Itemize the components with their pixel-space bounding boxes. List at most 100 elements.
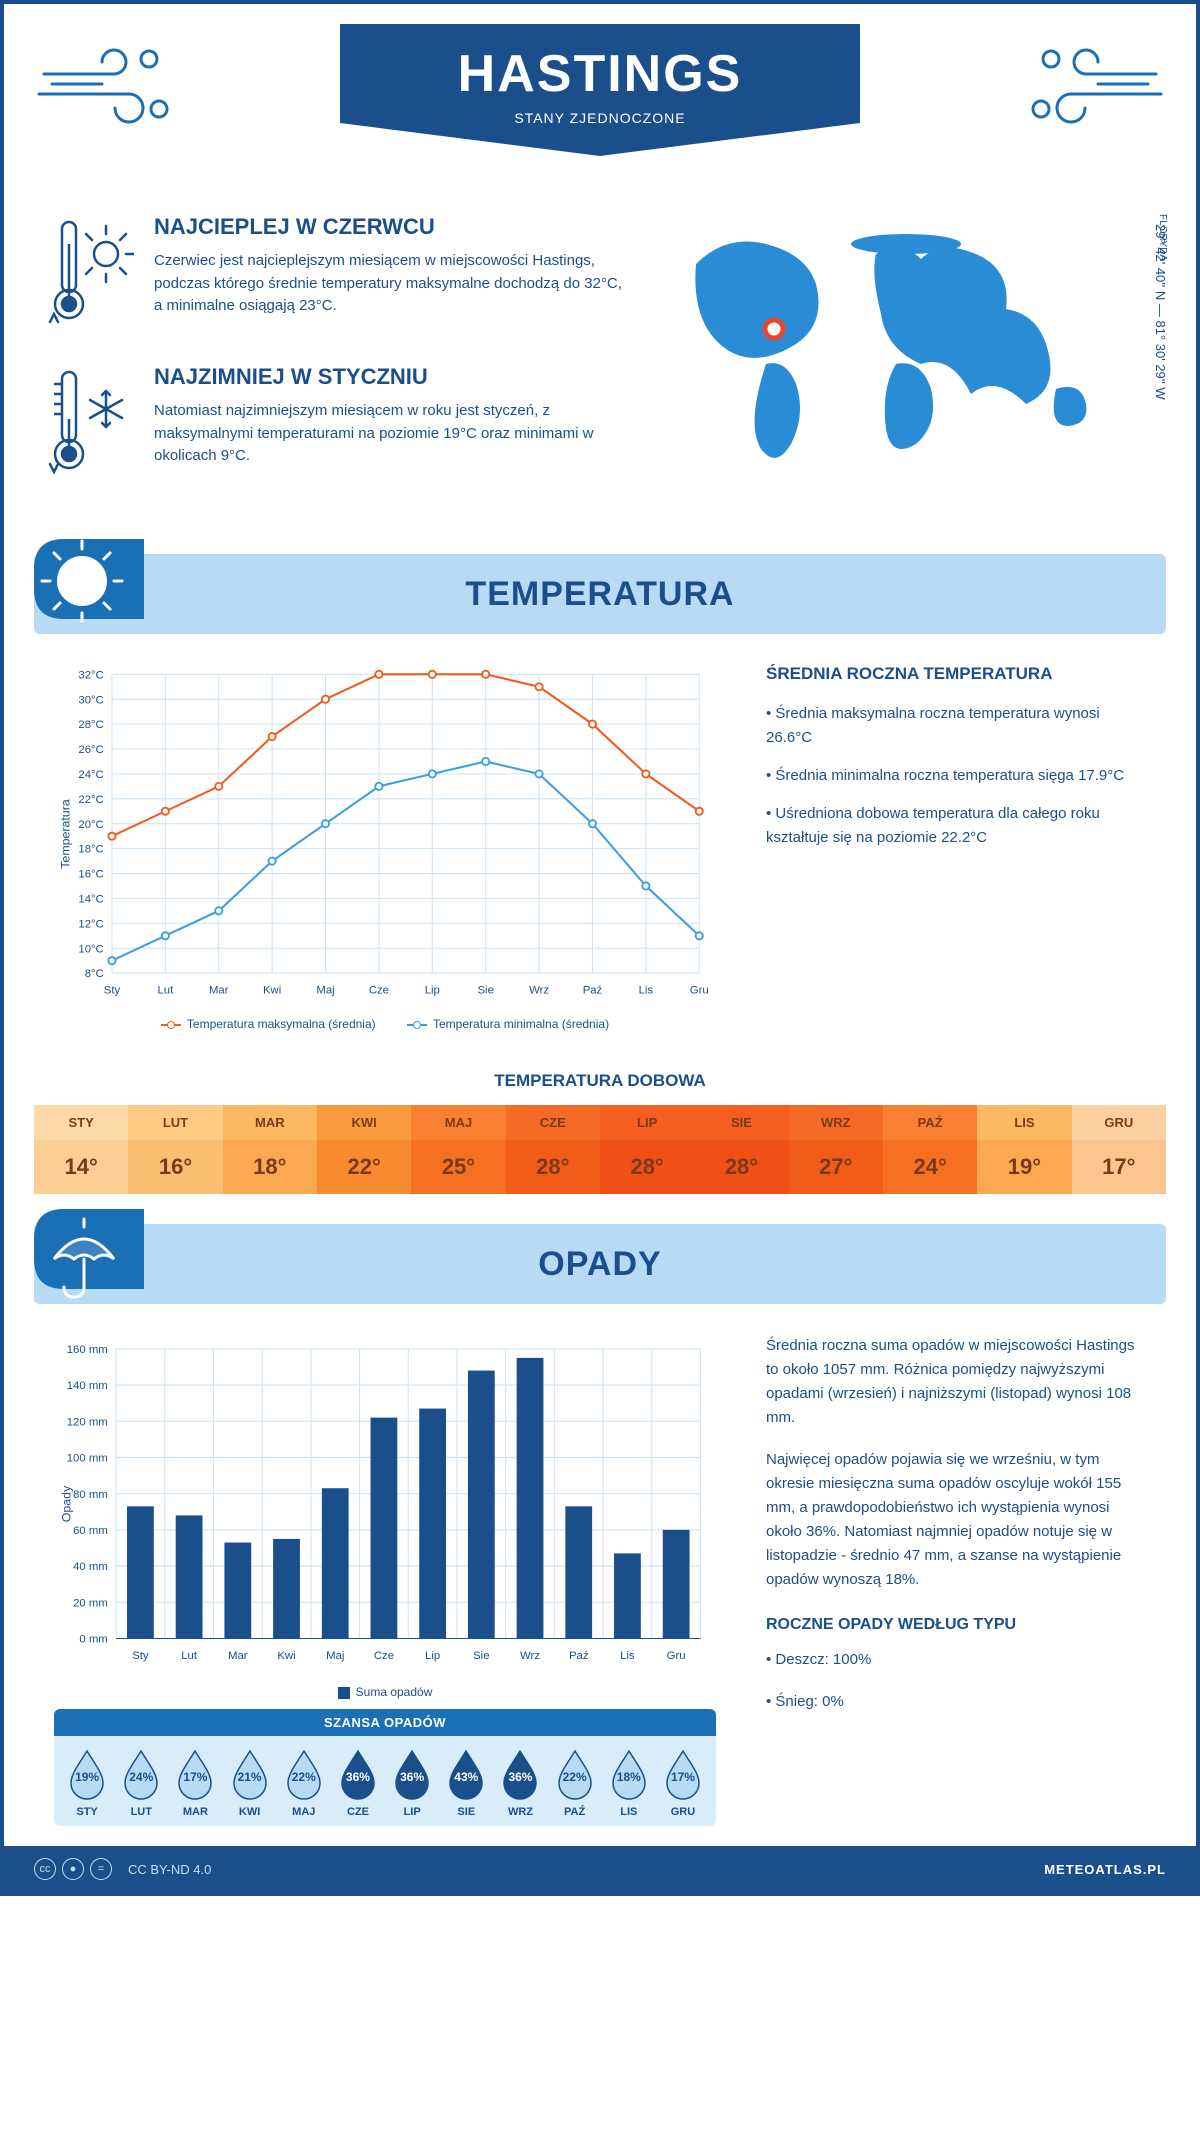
svg-text:Sie: Sie [478,985,494,997]
thermometer-sun-icon [44,214,134,334]
precipitation-title: OPADY [538,1245,661,1284]
footer: cc ● = CC BY-ND 4.0 METEOATLAS.PL [4,1846,1196,1892]
intro-section: NAJCIEPLEJ W CZERWCU Czerwiec jest najci… [4,184,1196,534]
svg-text:Kwi: Kwi [263,985,281,997]
svg-text:20°C: 20°C [78,819,103,831]
svg-text:Lip: Lip [425,1650,440,1662]
svg-text:Paź: Paź [569,1650,589,1662]
svg-text:Maj: Maj [326,1650,344,1662]
svg-text:Sty: Sty [132,1650,149,1662]
brand: METEOATLAS.PL [1044,1862,1166,1877]
legend-max: Temperatura maksymalna (średnia) [187,1017,376,1031]
chance-cell: 21%KWI [223,1748,277,1818]
svg-text:26°C: 26°C [78,744,103,756]
license-icons: cc ● = CC BY-ND 4.0 [34,1858,211,1880]
svg-text:32°C: 32°C [78,669,103,681]
svg-text:24°C: 24°C [78,769,103,781]
chance-title: SZANSA OPADÓW [54,1709,716,1736]
svg-text:100 mm: 100 mm [67,1453,108,1465]
fact-warmest: NAJCIEPLEJ W CZERWCU Czerwiec jest najci… [44,214,626,334]
by-icon: ● [62,1858,84,1880]
svg-text:Cze: Cze [374,1650,394,1662]
chance-cell: 17%MAR [168,1748,222,1818]
svg-text:140 mm: 140 mm [67,1380,108,1392]
svg-text:14°C: 14°C [78,894,103,906]
precip-type-title: ROCZNE OPADY WEDŁUG TYPU [766,1612,1146,1638]
svg-text:Gru: Gru [690,985,709,997]
temperature-chart: 8°C 10°C 12°C 14°C 16°C 18°C 20°C 22°C 24°C 26°C 2… [54,664,716,1031]
svg-text:12°C: 12°C [78,918,103,930]
title-banner: HASTINGS STANY ZJEDNOCZONE [340,24,860,156]
daily-temp-cell: KWI22° [317,1105,411,1194]
daily-temp-cell: STY14° [34,1105,128,1194]
daily-temp-cell: LIS19° [977,1105,1071,1194]
legend-sum: Suma opadów [356,1685,433,1699]
precipitation-info: Średnia roczna suma opadów w miejscowośc… [766,1334,1146,1826]
svg-text:Mar: Mar [228,1650,248,1662]
svg-text:28°C: 28°C [78,719,103,731]
svg-text:18°C: 18°C [78,844,103,856]
svg-text:Kwi: Kwi [277,1650,295,1662]
precipitation-section-header: OPADY [34,1224,1166,1304]
daily-temp-cell: SIE28° [694,1105,788,1194]
chance-cell: 17%GRU [656,1748,710,1818]
svg-text:Lip: Lip [425,985,440,997]
svg-text:40 mm: 40 mm [73,1561,108,1573]
svg-text:0 mm: 0 mm [79,1634,107,1646]
svg-text:10°C: 10°C [78,943,103,955]
svg-text:Lut: Lut [181,1650,198,1662]
chance-of-precipitation: SZANSA OPADÓW 19%STY24%LUT17%MAR21%KWI22… [54,1709,716,1826]
chance-cell: 19%STY [60,1748,114,1818]
precipitation-chart: 0 mm20 mm40 mm60 mm80 mm100 mm120 mm140 … [54,1334,716,1699]
daily-temp-cell: PAŹ24° [883,1105,977,1194]
daily-temp-cell: WRZ27° [789,1105,883,1194]
fact-coldest: NAJZIMNIEJ W STYCZNIU Natomiast najzimni… [44,364,626,484]
chance-cell: 36%WRZ [493,1748,547,1818]
umbrella-icon [34,1209,144,1319]
temperature-legend: Temperatura maksymalna (średnia) Tempera… [54,1017,716,1031]
temp-info-bullet: • Uśredniona dobowa temperatura dla całe… [766,802,1146,850]
svg-text:Cze: Cze [369,985,389,997]
chance-cell: 43%SIE [439,1748,493,1818]
fact-warm-title: NAJCIEPLEJ W CZERWCU [154,214,626,240]
chance-cell: 22%MAJ [277,1748,331,1818]
svg-text:22°C: 22°C [78,794,103,806]
license-text: CC BY-ND 4.0 [128,1862,211,1877]
world-map: FLORYDA 29° 42' 40'' N — 81° 30' 29'' W [656,214,1156,514]
svg-text:8°C: 8°C [85,968,104,980]
svg-text:20 mm: 20 mm [73,1597,108,1609]
temperature-section-header: TEMPERATURA [34,554,1166,634]
sun-icon [34,539,144,649]
temperature-info: ŚREDNIA ROCZNA TEMPERATURA • Średnia mak… [766,664,1146,1031]
daily-temp-cell: MAJ25° [411,1105,505,1194]
svg-text:Maj: Maj [316,985,334,997]
daily-temp-cell: MAR18° [223,1105,317,1194]
wind-icon [1016,34,1166,134]
fact-warm-text: Czerwiec jest najcieplejszym miesiącem w… [154,250,626,318]
svg-text:Mar: Mar [209,985,229,997]
chance-cell: 36%CZE [331,1748,385,1818]
coordinates: 29° 42' 40'' N — 81° 30' 29'' W [1153,224,1168,400]
daily-temperature-table: STY14°LUT16°MAR18°KWI22°MAJ25°CZE28°LIP2… [34,1105,1166,1194]
svg-text:16°C: 16°C [78,869,103,881]
svg-text:30°C: 30°C [78,694,103,706]
daily-temp-title: TEMPERATURA DOBOWA [4,1071,1196,1091]
svg-text:Lis: Lis [620,1650,635,1662]
thermometer-snow-icon [44,364,134,484]
svg-text:Temperatura: Temperatura [59,799,73,869]
precip-para: Średnia roczna suma opadów w miejscowośc… [766,1334,1146,1430]
precip-para: Najwięcej opadów pojawia się we wrześniu… [766,1448,1146,1592]
svg-text:60 mm: 60 mm [73,1525,108,1537]
daily-temp-cell: CZE28° [506,1105,600,1194]
temp-info-title: ŚREDNIA ROCZNA TEMPERATURA [766,664,1146,684]
chance-cell: 36%LIP [385,1748,439,1818]
world-map-svg [656,214,1156,474]
header: HASTINGS STANY ZJEDNOCZONE [4,4,1196,184]
chance-cell: 24%LUT [114,1748,168,1818]
page-subtitle: STANY ZJEDNOCZONE [340,110,860,126]
svg-text:120 mm: 120 mm [67,1416,108,1428]
location-marker [765,320,783,338]
fact-cold-title: NAJZIMNIEJ W STYCZNIU [154,364,626,390]
precip-type-bullet: • Deszcz: 100% [766,1648,1146,1672]
daily-temp-cell: LUT16° [128,1105,222,1194]
